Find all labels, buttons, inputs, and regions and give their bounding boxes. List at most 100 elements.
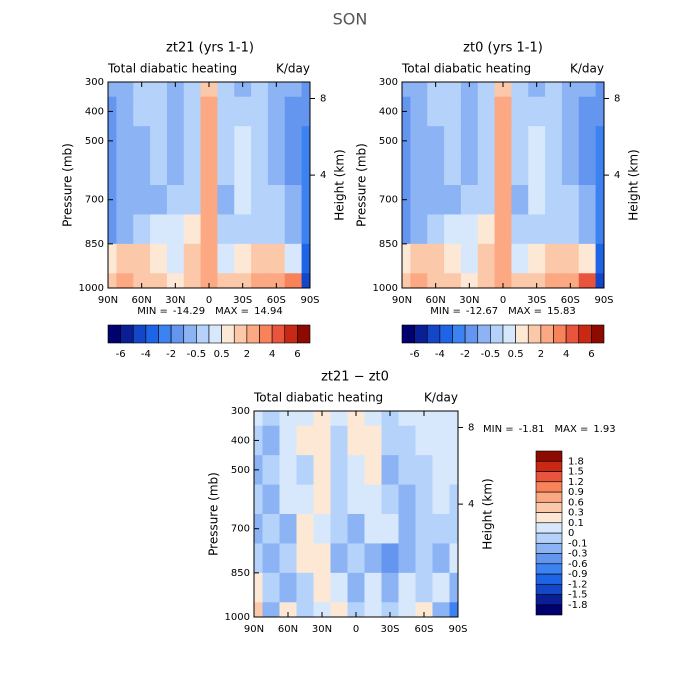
colorbar-box (515, 324, 529, 344)
contour-cell (347, 543, 365, 574)
y-tick-label: 850 (231, 568, 250, 579)
contour-cell (217, 96, 235, 127)
x-tick-label: 90S (300, 295, 319, 306)
colorbar-label: 0.3 (568, 508, 584, 519)
contour-cell (595, 214, 604, 245)
contour-cell (313, 543, 331, 574)
contour-cell (262, 425, 280, 456)
contour-cell (432, 543, 450, 574)
contour-cell (415, 455, 433, 486)
contour-cell (494, 273, 512, 288)
x-tick-label: 90S (594, 295, 613, 306)
contour-cell (251, 243, 269, 274)
contour-cell (133, 155, 151, 186)
contour-cell (398, 602, 416, 617)
contour-cell (234, 214, 252, 245)
contour-cell (296, 572, 314, 603)
units: K/day (570, 62, 604, 76)
y2-tick-label: 8 (468, 422, 474, 433)
contour-cell (296, 602, 314, 617)
contour-cell (301, 243, 310, 274)
contour-cell (200, 185, 218, 215)
contour-cell (183, 155, 202, 186)
y-tick-label: 500 (231, 465, 250, 476)
x-tick-label: 90N (98, 295, 118, 306)
contour-cell (460, 96, 479, 127)
colorbar-label: 6 (588, 349, 594, 360)
contour-cell (313, 425, 331, 456)
contour-cell (410, 243, 428, 274)
colorbar-box (401, 324, 415, 344)
colorbar-label: 0.6 (568, 497, 584, 508)
contour-cell (166, 185, 185, 215)
max-label: MAX = (508, 306, 542, 317)
colorbar-label: 1.2 (568, 477, 584, 488)
y2-axis-label: Height (km) (481, 478, 495, 549)
y-tick-label: 1000 (225, 612, 250, 623)
contour-cell (166, 214, 185, 245)
x-tick-label: 90N (392, 295, 412, 306)
contour-cell (364, 514, 382, 544)
field (108, 82, 310, 288)
y-tick-label: 400 (231, 435, 250, 446)
contour-cell (402, 214, 411, 245)
contour-cell (133, 214, 151, 245)
contour-cell (444, 273, 462, 288)
colorbar-box (535, 450, 563, 462)
contour-cell (183, 243, 202, 274)
colorbar-box (535, 594, 563, 606)
contour-cell (108, 82, 117, 98)
y-tick-label: 850 (85, 239, 104, 250)
contour-cell (133, 82, 151, 98)
contour-cell (449, 514, 458, 544)
colorbar-label: 2 (244, 349, 250, 360)
contour-cell (398, 425, 416, 456)
contour-cell (347, 572, 365, 603)
contour-cell (460, 126, 479, 157)
contour-cell (444, 185, 462, 215)
colorbar-box (271, 324, 286, 344)
contour-cell (133, 273, 151, 288)
max-label: MAX = (555, 424, 589, 435)
contour-cell (595, 126, 604, 157)
contour-cell (444, 214, 462, 245)
y-tick-label: 400 (379, 106, 398, 117)
max-value: 15.83 (547, 306, 576, 317)
contour-cell (364, 572, 382, 603)
contour-cell (347, 411, 365, 427)
colorbar-label: -0.5 (187, 349, 207, 360)
contour-cell (330, 411, 348, 427)
contour-cell (410, 185, 428, 215)
colorbar-label: 4 (563, 349, 569, 360)
colorbar-box (426, 324, 441, 344)
colorbar-box (535, 460, 563, 472)
contour-cell (262, 484, 280, 515)
colorbar-label: 2 (538, 349, 544, 360)
colorbar-box (535, 501, 563, 513)
contour-cell (595, 185, 604, 215)
contour-cell (494, 82, 512, 98)
contour-cell (477, 155, 496, 186)
contour-cell (116, 82, 134, 98)
contour-cell (296, 411, 314, 427)
y-axis-label: Pressure (mb) (207, 472, 221, 556)
contour-cell (494, 155, 512, 186)
contour-cell (254, 543, 263, 574)
contour-cell (116, 243, 134, 274)
contour-cell (444, 96, 462, 127)
contour-cell (444, 126, 462, 157)
contour-cell (449, 543, 458, 574)
colorbar-box (535, 563, 563, 575)
contour-cell (381, 514, 399, 544)
contour-cell (279, 425, 297, 456)
contour-cell (511, 185, 529, 215)
contour-cell (381, 411, 399, 427)
contour-cell (432, 411, 450, 427)
contour-cell (267, 273, 286, 288)
contour-cell (200, 155, 218, 186)
y2-tick-label: 4 (468, 499, 474, 510)
colorbar-box (170, 324, 185, 344)
contour-cell (267, 96, 286, 127)
colorbar-box (565, 324, 580, 344)
contour-cell (133, 126, 151, 157)
